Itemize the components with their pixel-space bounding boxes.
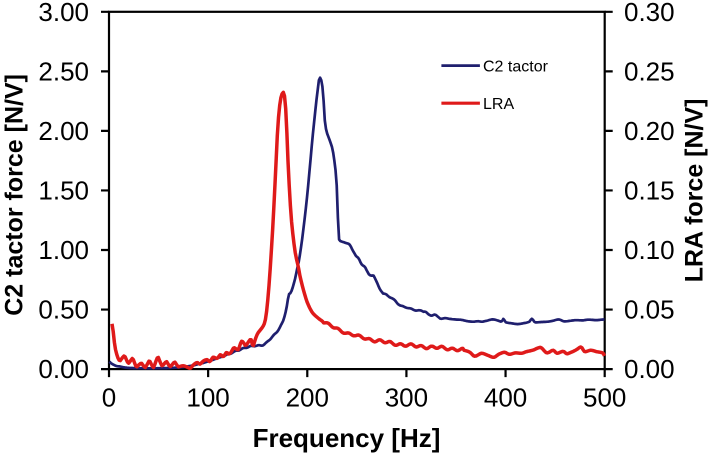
svg-text:2.00: 2.00 [38,116,89,146]
svg-text:0.15: 0.15 [624,176,675,206]
svg-text:500: 500 [583,383,626,413]
svg-text:400: 400 [484,383,527,413]
svg-text:LRA: LRA [483,96,514,113]
svg-text:0.50: 0.50 [38,295,89,325]
svg-text:LRA force [N/V]: LRA force [N/V] [681,98,709,282]
svg-text:0.10: 0.10 [624,235,675,265]
svg-text:2.50: 2.50 [38,56,89,86]
svg-text:0.25: 0.25 [624,56,675,86]
svg-text:0: 0 [102,383,116,413]
svg-text:200: 200 [286,383,329,413]
svg-text:100: 100 [186,383,229,413]
svg-text:0.20: 0.20 [624,116,675,146]
svg-text:1.50: 1.50 [38,176,89,206]
svg-text:0.30: 0.30 [624,0,675,27]
svg-text:Frequency [Hz]: Frequency [Hz] [253,423,441,453]
svg-text:C2 tactor force [N/V]: C2 tactor force [N/V] [1,74,29,316]
svg-text:0.00: 0.00 [38,354,89,384]
svg-text:C2 tactor: C2 tactor [483,58,549,75]
svg-text:3.00: 3.00 [38,0,89,27]
svg-text:1.00: 1.00 [38,235,89,265]
svg-text:300: 300 [385,383,428,413]
svg-text:0.00: 0.00 [624,354,675,384]
svg-text:0.05: 0.05 [624,295,675,325]
